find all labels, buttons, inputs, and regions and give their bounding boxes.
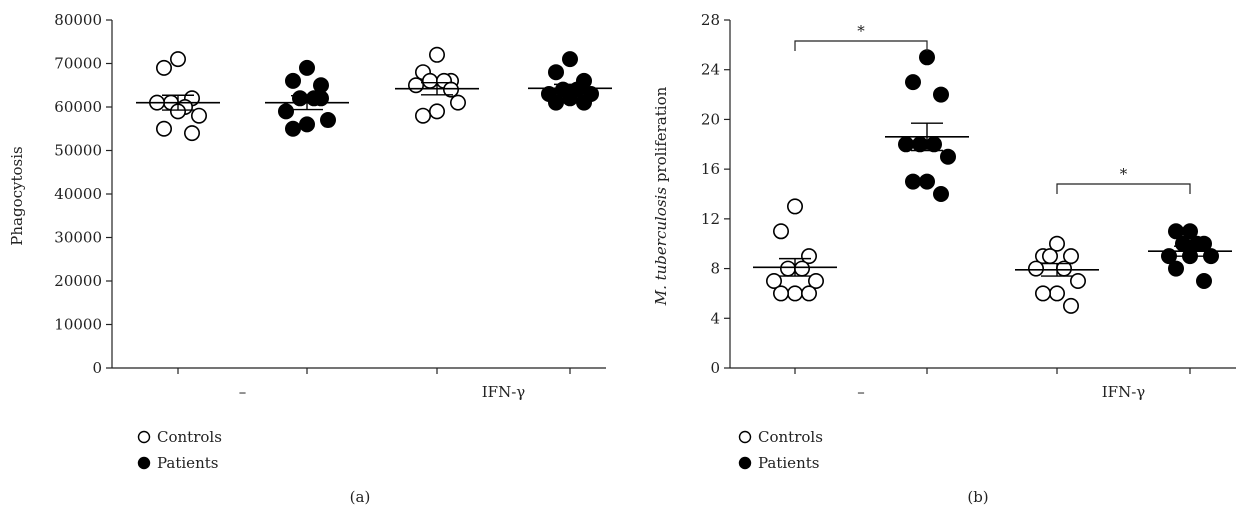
panel-a-point-patient <box>312 77 329 94</box>
panel-a-point-patient <box>561 51 578 68</box>
panel-b-y-tick-label: 12 <box>701 210 720 228</box>
panel-a-point-patient <box>277 103 294 120</box>
panel-b-point-patient <box>932 186 949 203</box>
panel-b-point-patient <box>1196 272 1213 289</box>
panel-b-point-patient <box>904 173 921 190</box>
panel-b-y-tick-label: 8 <box>710 260 720 278</box>
panel-b-label: (b) <box>967 488 988 506</box>
panel-b-y-axis-label: M. tuberculosis proliferation <box>652 86 670 306</box>
panel-b-point-control <box>772 223 789 240</box>
panel-b-legend-marker-controls <box>738 430 752 444</box>
panel-b-legend-label-patients: Patients <box>758 454 819 472</box>
panel-a-legend-marker-patients <box>137 456 151 470</box>
panel-a-point-patient <box>284 120 301 137</box>
panel-b-point-control <box>786 285 803 302</box>
panel-b-point-control <box>807 272 824 289</box>
panel-b-y-tick-label: 20 <box>701 110 720 128</box>
panel-b-point-patient <box>932 86 949 103</box>
panel-b-significance-bracket <box>1056 183 1191 194</box>
panel-a-y-tick-label: 40000 <box>54 185 102 203</box>
panel-b-point-control <box>1070 272 1087 289</box>
panel-a-point-control <box>421 72 438 89</box>
panel-a-y-tick-label: 0 <box>92 359 102 377</box>
panel-a-point-control <box>428 46 445 63</box>
panel-b-point-control <box>800 285 817 302</box>
panel-b-point-patient <box>918 173 935 190</box>
panel-a-y-tick-label: 50000 <box>54 142 102 160</box>
panel-b-y-tick-label: 28 <box>701 11 720 29</box>
panel-b-point-control <box>1028 260 1045 277</box>
panel-a-group-label: – <box>239 383 247 401</box>
panel-a-legend-marker-controls <box>137 430 151 444</box>
panel-a-y-tick-label: 30000 <box>54 229 102 247</box>
panel-a-group-label: IFN-γ <box>482 383 526 401</box>
panel-b-point-patient <box>925 136 942 153</box>
panel-a-point-control <box>156 120 173 137</box>
panel-a-point-patient <box>284 72 301 89</box>
panel-b-point-control <box>772 285 789 302</box>
panel-b-significance-bracket <box>794 40 928 51</box>
panel-b-point-control <box>1049 235 1066 252</box>
panel-a-point-patient <box>561 90 578 107</box>
panel-a-y-axis-label: Phagocytosis <box>8 146 26 245</box>
panel-a-point-patient <box>319 112 336 129</box>
panel-a-y-tick-label: 10000 <box>54 316 102 334</box>
panel-b-significance-label: * <box>857 22 865 40</box>
panel-b-point-control <box>800 248 817 265</box>
panel-a-point-patient <box>547 64 564 81</box>
panel-b-point-control <box>786 198 803 215</box>
panel-a-point-control <box>184 125 201 142</box>
panel-b-y-tick-label: 24 <box>701 61 720 79</box>
panel-a-y-tick-label: 20000 <box>54 272 102 290</box>
panel-b-point-control <box>765 272 782 289</box>
panel-b-point-control <box>1063 297 1080 314</box>
panel-a-point-patient <box>298 116 315 133</box>
panel-b-point-control <box>793 260 810 277</box>
panel-a-y-tick-label: 80000 <box>54 11 102 29</box>
panel-b-point-patient <box>1168 260 1185 277</box>
panel-a-point-control <box>428 103 445 120</box>
panel-b-point-patient <box>904 74 921 91</box>
panel-a-legend-label-controls: Controls <box>157 428 222 446</box>
panel-a-point-control <box>191 107 208 124</box>
panel-b-group-label: IFN-γ <box>1102 383 1146 401</box>
panel-b-legend-label-controls: Controls <box>758 428 823 446</box>
panel-b-point-patient <box>911 136 928 153</box>
panel-b-point-control <box>779 260 796 277</box>
panel-a-y-tick-label: 70000 <box>54 55 102 73</box>
panel-b-point-patient <box>918 49 935 66</box>
panel-b-point-control <box>1042 248 1059 265</box>
panel-a-point-patient <box>298 59 315 76</box>
panel-a-point-control <box>170 51 187 68</box>
panel-a-point-patient <box>547 94 564 111</box>
panel-a-y-tick-label: 60000 <box>54 98 102 116</box>
panel-b-legend-marker-patients <box>738 456 752 470</box>
panel-a-point-patient <box>575 94 592 111</box>
panel-b-point-control <box>1035 285 1052 302</box>
panel-b-group-label: – <box>857 383 865 401</box>
panel-b-significance-label: * <box>1120 165 1128 183</box>
panel-a-point-control <box>407 77 424 94</box>
panel-b-point-patient <box>939 148 956 165</box>
panel-b-point-patient <box>1168 223 1185 240</box>
panel-a-point-control <box>449 94 466 111</box>
panel-b-y-tick-label: 4 <box>710 309 720 327</box>
panel-b-y-tick-label: 0 <box>710 359 720 377</box>
panel-b-point-patient <box>897 136 914 153</box>
panel-b-point-control <box>1049 285 1066 302</box>
panel-a-point-control <box>156 59 173 76</box>
panel-a-legend-label-patients: Patients <box>157 454 218 472</box>
panel-b-y-tick-label: 16 <box>701 160 720 178</box>
panel-a-label: (a) <box>350 488 371 506</box>
panel-a-point-control <box>414 107 431 124</box>
